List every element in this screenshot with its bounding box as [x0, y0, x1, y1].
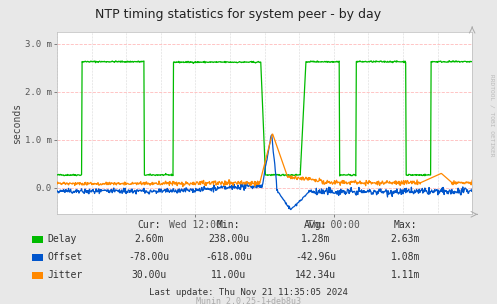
Text: Min:: Min: [217, 220, 241, 230]
Text: NTP timing statistics for system peer - by day: NTP timing statistics for system peer - … [95, 8, 382, 21]
Text: Munin 2.0.25-1+deb8u3: Munin 2.0.25-1+deb8u3 [196, 297, 301, 304]
Text: -78.00u: -78.00u [129, 252, 169, 262]
Text: -42.96u: -42.96u [295, 252, 336, 262]
Text: 1.28m: 1.28m [301, 234, 331, 244]
Text: 30.00u: 30.00u [132, 270, 166, 280]
Text: 2.63m: 2.63m [390, 234, 420, 244]
Text: 2.60m: 2.60m [134, 234, 164, 244]
Text: RRDTOOL / TOBI OETIKER: RRDTOOL / TOBI OETIKER [490, 74, 495, 157]
Text: 238.00u: 238.00u [208, 234, 249, 244]
Text: -618.00u: -618.00u [205, 252, 252, 262]
Text: 142.34u: 142.34u [295, 270, 336, 280]
Text: Delay: Delay [48, 234, 77, 244]
Text: Max:: Max: [393, 220, 417, 230]
Text: 1.11m: 1.11m [390, 270, 420, 280]
Text: 1.08m: 1.08m [390, 252, 420, 262]
Text: Avg:: Avg: [304, 220, 328, 230]
Text: Cur:: Cur: [137, 220, 161, 230]
Text: Offset: Offset [48, 252, 83, 262]
Text: Jitter: Jitter [48, 270, 83, 280]
Text: 11.00u: 11.00u [211, 270, 246, 280]
Y-axis label: seconds: seconds [12, 102, 22, 144]
Text: Last update: Thu Nov 21 11:35:05 2024: Last update: Thu Nov 21 11:35:05 2024 [149, 288, 348, 297]
